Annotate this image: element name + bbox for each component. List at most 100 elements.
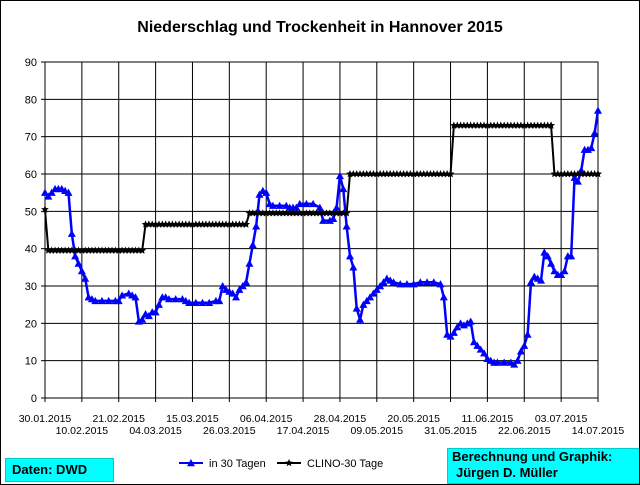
data-point (114, 296, 123, 305)
data-point (389, 278, 398, 286)
data-point (242, 278, 251, 286)
x-tick-label: 17.04.2015 (277, 425, 330, 437)
data-point (456, 121, 465, 129)
data-point (349, 263, 358, 271)
data-point (560, 170, 569, 178)
legend: in 30 Tagen CLINO-30 Tage (179, 458, 383, 470)
data-point (131, 246, 140, 254)
data-point (228, 220, 237, 228)
data-point (527, 121, 535, 129)
data-point (383, 170, 391, 178)
x-tick-label: 10.02.2015 (56, 425, 109, 437)
data-point (436, 280, 445, 288)
data-point (356, 315, 365, 323)
data-point (480, 349, 489, 357)
data-point (198, 298, 207, 306)
data-point (154, 300, 163, 308)
data-point (446, 170, 455, 178)
data-point (359, 300, 368, 308)
data-point (104, 246, 113, 254)
data-point (396, 280, 405, 288)
data-point (215, 296, 224, 305)
data-point (369, 289, 378, 297)
data-point (319, 209, 327, 217)
data-point (416, 170, 425, 178)
data-point (185, 298, 194, 306)
data-point (594, 170, 602, 178)
data-point (138, 246, 146, 254)
data-point (362, 296, 371, 305)
data-point (459, 321, 468, 329)
data-point (476, 345, 485, 353)
data-point (249, 209, 257, 217)
grid-lines (45, 61, 598, 399)
data-point (131, 293, 140, 301)
data-point (202, 220, 210, 228)
data-point (188, 220, 197, 228)
series-layer (41, 106, 602, 368)
data-point (279, 209, 287, 217)
data-point (554, 170, 562, 178)
data-point (144, 311, 153, 320)
x-tick-label: 03.07.2015 (535, 413, 588, 425)
data-point (507, 121, 515, 129)
data-point (345, 252, 354, 260)
legend-item-clino-30-tage: CLINO-30 Tage (277, 458, 383, 470)
data-point (255, 209, 264, 217)
data-point (352, 304, 361, 312)
data-point (252, 222, 261, 230)
data-point (403, 170, 411, 178)
data-point (409, 170, 418, 178)
data-point (111, 246, 120, 254)
data-point (366, 170, 374, 178)
series-clino-30-tage (41, 121, 602, 254)
x-tick-label: 14.07.2015 (572, 425, 625, 437)
data-point (47, 188, 56, 196)
x-tick-label: 30.01.2015 (19, 413, 72, 425)
data-point (235, 220, 244, 228)
data-point (359, 170, 368, 178)
legend-label: CLINO-30 Tage (307, 458, 383, 470)
data-point (513, 356, 522, 364)
data-point (342, 222, 351, 230)
legend-marker (187, 459, 195, 467)
data-point (238, 282, 247, 290)
data-point (245, 259, 254, 267)
x-tick-label: 28.04.2015 (314, 413, 367, 425)
data-point (165, 295, 174, 303)
y-tick-label: 50 (25, 206, 37, 218)
y-tick-label: 70 (25, 132, 37, 144)
data-point (315, 203, 324, 211)
data-point (191, 298, 200, 306)
data-point (580, 170, 589, 178)
data-point (242, 220, 250, 228)
x-tick-label: 15.03.2015 (166, 413, 219, 425)
data-point (175, 220, 183, 228)
data-point (262, 188, 271, 196)
data-point (58, 246, 66, 254)
data-point (446, 332, 455, 340)
data-point (540, 121, 549, 129)
data-point (74, 259, 83, 267)
data-point (423, 278, 432, 286)
data-point (547, 259, 556, 267)
data-point (98, 246, 106, 254)
data-point (587, 170, 596, 178)
data-point (268, 201, 277, 209)
y-tick-label: 90 (25, 57, 37, 69)
data-point (309, 199, 318, 208)
data-point (208, 220, 217, 228)
data-point (574, 170, 582, 178)
data-point (228, 289, 237, 297)
data-point (500, 358, 509, 366)
x-tick-label: 21.02.2015 (92, 413, 145, 425)
data-point (71, 246, 79, 254)
data-point (215, 220, 224, 228)
data-point (64, 246, 73, 254)
data-point (339, 184, 348, 193)
data-point (272, 209, 281, 217)
data-point (389, 170, 398, 178)
data-point (439, 293, 448, 301)
data-point (463, 319, 472, 327)
